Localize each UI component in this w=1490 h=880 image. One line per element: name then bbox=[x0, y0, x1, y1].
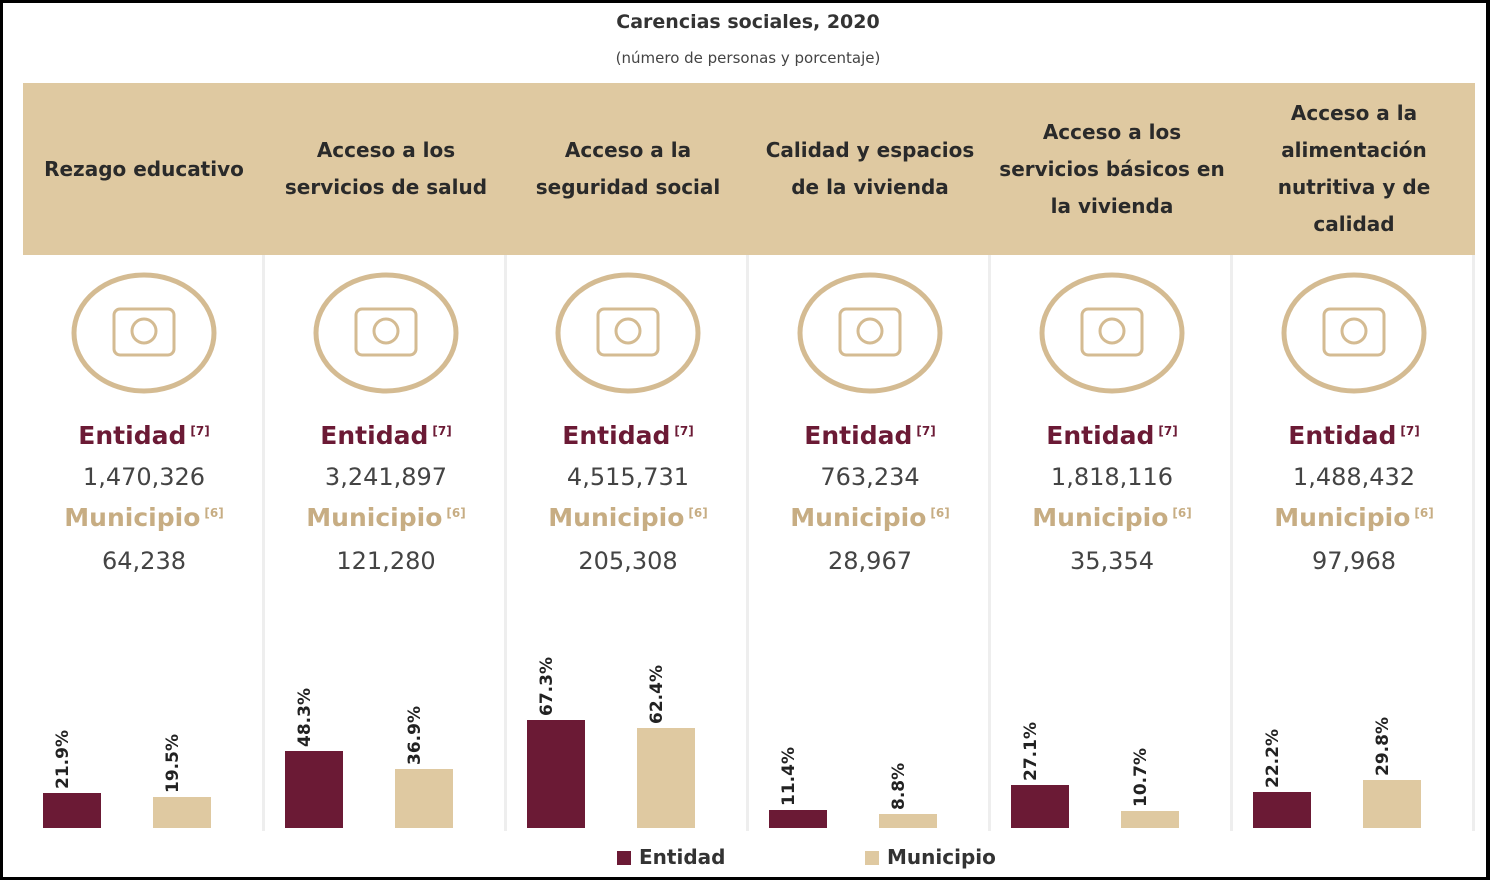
note: [6] bbox=[204, 505, 224, 520]
series-label: Entidad [7] bbox=[991, 421, 1233, 450]
note: [6] bbox=[688, 505, 708, 520]
series-name: Entidad bbox=[78, 421, 187, 450]
series-label: Entidad [7] bbox=[1233, 421, 1475, 450]
series-label: Municipio [6] bbox=[749, 503, 991, 532]
value-label: 67.3% bbox=[537, 657, 557, 717]
panel bbox=[991, 255, 1233, 831]
category-header: Acceso a la alimentación nutritiva y de … bbox=[1277, 101, 1431, 236]
legend-label: Municipio bbox=[887, 845, 996, 869]
panel bbox=[749, 255, 991, 831]
bar bbox=[1253, 792, 1311, 828]
bar bbox=[1011, 784, 1069, 828]
series-label: Municipio [6] bbox=[991, 503, 1233, 532]
series-name: Municipio bbox=[306, 503, 443, 532]
legend-swatch bbox=[617, 851, 631, 865]
count: 35,354 bbox=[1070, 547, 1154, 575]
value-label: 29.8% bbox=[1373, 717, 1393, 777]
value-label: 8.8% bbox=[889, 762, 909, 810]
series-label: Entidad [7] bbox=[507, 421, 749, 450]
count: 3,241,897 bbox=[324, 463, 448, 491]
note: [7] bbox=[674, 423, 694, 438]
icon bbox=[797, 272, 943, 394]
count: 763,234 bbox=[820, 463, 920, 491]
series-name: Entidad bbox=[1288, 421, 1397, 450]
bar bbox=[527, 720, 585, 828]
series-label: Entidad [7] bbox=[265, 421, 507, 450]
bar bbox=[153, 796, 211, 828]
count: 205,308 bbox=[578, 547, 678, 575]
count: 121,280 bbox=[336, 547, 436, 575]
icon bbox=[71, 272, 217, 394]
series-label: Municipio [6] bbox=[265, 503, 507, 532]
header-band bbox=[23, 83, 1475, 255]
chart-subtitle: (número de personas y porcentaje) bbox=[615, 49, 881, 67]
panel bbox=[265, 255, 507, 831]
note: [6] bbox=[930, 505, 950, 520]
note: [6] bbox=[446, 505, 466, 520]
series-name: Entidad bbox=[1046, 421, 1155, 450]
panel bbox=[23, 255, 265, 831]
note: [6] bbox=[1172, 505, 1192, 520]
value-label: 27.1% bbox=[1021, 721, 1041, 781]
series-name: Entidad bbox=[562, 421, 671, 450]
series-name: Entidad bbox=[804, 421, 913, 450]
panel bbox=[507, 255, 749, 831]
bar bbox=[879, 813, 937, 828]
series-label: Municipio [6] bbox=[507, 503, 749, 532]
value-label: 22.2% bbox=[1263, 729, 1283, 789]
note: [7] bbox=[432, 423, 452, 438]
category-header: Acceso a los servicios básicos en la viv… bbox=[999, 119, 1225, 218]
series-name: Municipio bbox=[1032, 503, 1169, 532]
legend-label: Entidad bbox=[639, 845, 726, 869]
value-label: 19.5% bbox=[163, 733, 183, 793]
value-label: 21.9% bbox=[53, 729, 73, 789]
note: [7] bbox=[1158, 423, 1178, 438]
icon bbox=[313, 272, 459, 394]
note: [7] bbox=[916, 423, 936, 438]
series-name: Municipio bbox=[64, 503, 201, 532]
chart-title: Carencias sociales, 2020 bbox=[616, 11, 880, 33]
bar bbox=[637, 728, 695, 828]
value-label: 10.7% bbox=[1131, 747, 1151, 807]
category-header: Calidad y espacios de la vivienda bbox=[765, 138, 975, 199]
panel bbox=[1233, 255, 1475, 831]
count: 1,470,326 bbox=[82, 463, 206, 491]
bar bbox=[1121, 810, 1179, 828]
value-label: 11.4% bbox=[779, 746, 799, 806]
value-label: 62.4% bbox=[647, 665, 667, 725]
icon bbox=[555, 272, 701, 394]
count: 97,968 bbox=[1312, 547, 1396, 575]
bar bbox=[395, 768, 453, 828]
note: [7] bbox=[190, 423, 210, 438]
series-label: Municipio [6] bbox=[23, 503, 265, 532]
count: 64,238 bbox=[102, 547, 186, 575]
note: [7] bbox=[1400, 423, 1420, 438]
bar bbox=[1363, 780, 1421, 828]
series-label: Entidad [7] bbox=[749, 421, 991, 450]
series-name: Municipio bbox=[790, 503, 927, 532]
series-name: Municipio bbox=[1274, 503, 1411, 532]
category-header: Acceso a los servicios de salud bbox=[284, 138, 488, 199]
count: 1,488,432 bbox=[1292, 463, 1416, 491]
series-name: Entidad bbox=[320, 421, 429, 450]
category-header: Acceso a la seguridad social bbox=[535, 138, 721, 199]
series-name: Municipio bbox=[548, 503, 685, 532]
bar bbox=[769, 809, 827, 828]
value-label: 36.9% bbox=[405, 705, 425, 765]
icon bbox=[1039, 272, 1185, 394]
legend-swatch bbox=[865, 851, 879, 865]
bar bbox=[43, 792, 101, 828]
icon bbox=[1281, 272, 1427, 394]
value-label: 48.3% bbox=[295, 687, 315, 747]
count: 4,515,731 bbox=[566, 463, 690, 491]
count: 1,818,116 bbox=[1050, 463, 1174, 491]
bar bbox=[285, 750, 343, 828]
category-header: Rezago educativo bbox=[44, 156, 244, 181]
series-label: Municipio [6] bbox=[1233, 503, 1475, 532]
count: 28,967 bbox=[828, 547, 912, 575]
note: [6] bbox=[1414, 505, 1434, 520]
series-label: Entidad [7] bbox=[23, 421, 265, 450]
